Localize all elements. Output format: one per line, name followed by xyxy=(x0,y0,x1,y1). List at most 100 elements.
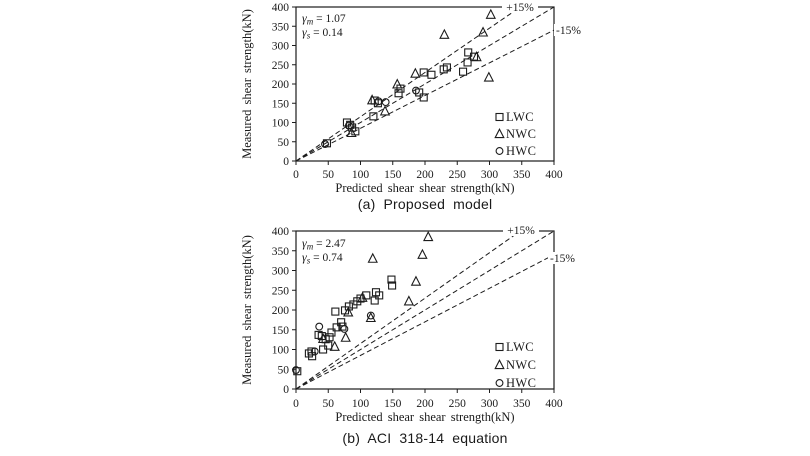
plot-b-legend-item-NWC: NWC xyxy=(494,358,536,372)
x-tick-label: 0 xyxy=(293,398,299,410)
y-tick-label: 350 xyxy=(272,21,290,33)
x-tick-label: 100 xyxy=(352,398,370,410)
triangle-marker xyxy=(477,26,489,37)
plot-a-series-LWC xyxy=(322,48,479,148)
plus15-label: +15% xyxy=(507,225,535,237)
x-tick-label: 100 xyxy=(352,169,370,181)
triangle-marker xyxy=(379,105,391,116)
minus15-label-bg xyxy=(548,252,582,264)
x-tick-label: 400 xyxy=(545,169,563,181)
y-tick-label: 50 xyxy=(278,137,290,149)
y-tick-label: 100 xyxy=(272,345,290,357)
triangle-marker xyxy=(357,291,368,302)
square-marker xyxy=(293,367,302,376)
minus15-label: -15% xyxy=(550,253,575,265)
square-marker xyxy=(464,48,473,57)
square-marker xyxy=(388,281,397,290)
x-tick-label: 400 xyxy=(545,398,563,410)
triangle-marker xyxy=(439,28,450,39)
square-marker xyxy=(331,307,340,316)
circle-marker xyxy=(381,98,390,107)
triangle-marker xyxy=(494,358,505,370)
y-tick-label: 0 xyxy=(283,156,289,168)
square-marker xyxy=(369,112,378,121)
annotation-line: γs = 0.74 xyxy=(302,250,343,266)
triangle-marker xyxy=(340,331,351,342)
y-tick-label: 400 xyxy=(272,2,290,14)
circle-marker xyxy=(315,322,324,331)
legend-label-NWC: NWC xyxy=(506,127,536,141)
triangle-marker xyxy=(483,71,495,82)
x-tick-label: 200 xyxy=(416,398,434,410)
ref-line--15% xyxy=(295,254,555,390)
legend-label-LWC: LWC xyxy=(506,340,534,354)
caption-a: (a) Proposed model xyxy=(357,196,493,212)
x-tick-label: 0 xyxy=(293,169,299,181)
y-tick-label: 300 xyxy=(272,266,290,278)
ref-line-+15% xyxy=(295,230,521,390)
y-tick-label: 350 xyxy=(272,246,290,258)
triangle-marker xyxy=(417,248,428,259)
legend-label-HWC: HWC xyxy=(506,144,536,158)
square-marker xyxy=(394,89,403,98)
square-marker xyxy=(337,318,346,327)
circle-marker xyxy=(344,121,353,130)
ref-line-one-to-one xyxy=(295,6,555,162)
square-marker xyxy=(442,63,451,72)
square-marker xyxy=(324,341,333,350)
x-tick-label: 50 xyxy=(323,169,335,181)
plot-b: 0 50 100 150 200 250 300 350 400 0 50 100 150 200 250 3… xyxy=(240,224,582,424)
square-marker xyxy=(387,275,396,284)
x-tick-label: 250 xyxy=(449,398,467,410)
minus15-label-bg xyxy=(554,24,588,36)
circle-marker xyxy=(495,379,504,387)
triangle-marker xyxy=(317,332,329,343)
circle-marker xyxy=(292,366,300,374)
plot-b-series-LWC xyxy=(293,275,397,376)
triangle-marker xyxy=(366,94,378,105)
x-tick-label: 50 xyxy=(323,398,335,410)
square-marker xyxy=(375,291,384,300)
minus15-label: -15% xyxy=(556,25,581,37)
triangle-marker xyxy=(410,275,422,286)
ref-line--15% xyxy=(295,29,555,162)
plot-a-legend-item-HWC: HWC xyxy=(495,144,536,158)
x-tick-label: 350 xyxy=(513,398,531,410)
x-axis-title: Predicted shear shear strength(kN) xyxy=(335,181,514,195)
plot-a-axes: 0 50 100 150 200 250 300 350 400 0 50 100 150 200 250 3… xyxy=(272,2,563,181)
ref-line-one-to-one xyxy=(295,230,555,390)
y-tick-label: 50 xyxy=(278,364,290,376)
triangle-marker xyxy=(471,51,482,62)
legend-label-NWC: NWC xyxy=(506,358,536,372)
square-marker xyxy=(495,342,504,352)
square-marker xyxy=(495,112,504,122)
x-axis-title: Predicted shear shear strength(kN) xyxy=(335,410,514,424)
y-tick-label: 100 xyxy=(272,118,290,130)
triangle-marker xyxy=(367,252,378,263)
y-tick-label: 150 xyxy=(272,98,290,110)
square-marker xyxy=(307,347,316,356)
triangle-marker xyxy=(392,78,403,89)
plus15-label-bg xyxy=(502,1,538,13)
square-marker xyxy=(419,68,428,77)
square-marker xyxy=(327,328,336,337)
y-tick-label: 0 xyxy=(283,384,289,396)
plot-b-series-NWC xyxy=(317,230,434,351)
triangle-marker xyxy=(494,127,505,139)
annotation-line: γs = 0.14 xyxy=(302,25,343,41)
circle-marker xyxy=(412,86,420,95)
square-marker xyxy=(427,70,436,79)
plus15-label-bg xyxy=(503,224,539,236)
plot-b-legend-item-HWC: HWC xyxy=(495,376,536,390)
y-tick-label: 200 xyxy=(272,305,290,317)
triangle-marker xyxy=(343,306,354,317)
circle-marker xyxy=(340,325,349,333)
plot-b-series-HWC xyxy=(292,311,375,374)
y-tick-label: 250 xyxy=(272,285,290,297)
y-tick-label: 300 xyxy=(272,41,290,53)
square-marker xyxy=(370,296,379,305)
plot-a-legend-item-NWC: NWC xyxy=(494,127,536,141)
